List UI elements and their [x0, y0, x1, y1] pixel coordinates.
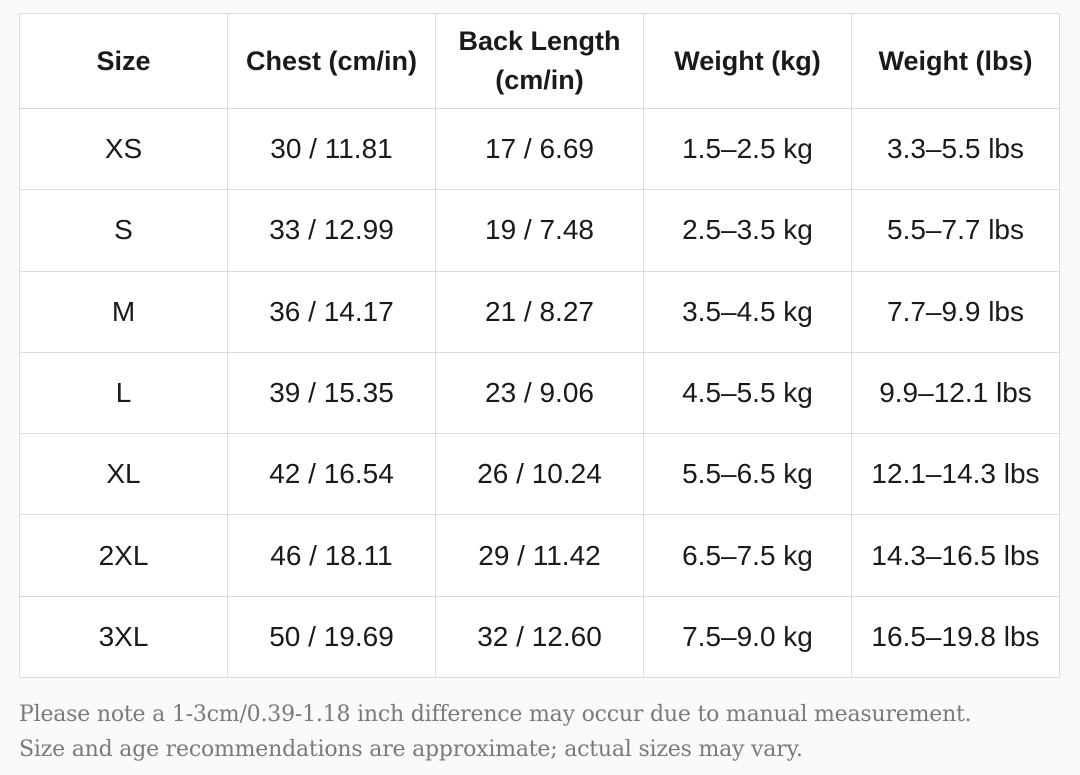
cell-weight-kg: 4.5–5.5 kg — [643, 351, 852, 435]
table-header: Size Chest (cm/in) Back Length (cm/in) W… — [19, 13, 1060, 109]
cell-weight-kg: 1.5–2.5 kg — [643, 107, 852, 191]
cell-weight-kg: 6.5–7.5 kg — [643, 514, 852, 597]
table-row: 3XL 50 / 19.69 32 / 12.60 7.5–9.0 kg 16.… — [19, 595, 1060, 679]
size-chart-table: Size Chest (cm/in) Back Length (cm/in) W… — [19, 13, 1060, 679]
cell-weight-lbs: 3.3–5.5 lbs — [851, 107, 1060, 191]
cell-weight-lbs: 12.1–14.3 lbs — [851, 433, 1060, 516]
cell-chest: 36 / 14.17 — [227, 270, 436, 353]
cell-chest: 42 / 16.54 — [227, 433, 436, 516]
cell-chest: 46 / 18.11 — [227, 514, 436, 597]
cell-weight-kg: 7.5–9.0 kg — [643, 595, 852, 679]
header-chest: Chest (cm/in) — [227, 13, 436, 109]
cell-back-length: 26 / 10.24 — [435, 433, 644, 516]
header-row: Size Chest (cm/in) Back Length (cm/in) W… — [19, 13, 1060, 109]
table-row: L 39 / 15.35 23 / 9.06 4.5–5.5 kg 9.9–12… — [19, 351, 1060, 435]
cell-chest: 39 / 15.35 — [227, 351, 436, 435]
size-chart-container: Size Chest (cm/in) Back Length (cm/in) W… — [19, 13, 1060, 679]
cell-weight-kg: 3.5–4.5 kg — [643, 270, 852, 353]
note-line-measurement: Please note a 1-3cm/0.39-1.18 inch diffe… — [19, 702, 972, 727]
cell-back-length: 29 / 11.42 — [435, 514, 644, 597]
table-row: XL 42 / 16.54 26 / 10.24 5.5–6.5 kg 12.1… — [19, 433, 1060, 516]
cell-weight-kg: 2.5–3.5 kg — [643, 189, 852, 272]
cell-weight-lbs: 9.9–12.1 lbs — [851, 351, 1060, 435]
table-body: XS 30 / 11.81 17 / 6.69 1.5–2.5 kg 3.3–5… — [19, 107, 1060, 679]
cell-chest: 33 / 12.99 — [227, 189, 436, 272]
cell-chest: 50 / 19.69 — [227, 595, 436, 679]
cell-size: 2XL — [19, 514, 228, 597]
header-back-length: Back Length (cm/in) — [435, 13, 644, 109]
cell-back-length: 19 / 7.48 — [435, 189, 644, 272]
table-row: XS 30 / 11.81 17 / 6.69 1.5–2.5 kg 3.3–5… — [19, 107, 1060, 191]
header-size: Size — [19, 13, 228, 109]
header-weight-lbs: Weight (lbs) — [851, 13, 1060, 109]
cell-weight-lbs: 14.3–16.5 lbs — [851, 514, 1060, 597]
cell-weight-lbs: 7.7–9.9 lbs — [851, 270, 1060, 353]
cell-chest: 30 / 11.81 — [227, 107, 436, 191]
cell-size: 3XL — [19, 595, 228, 679]
cell-weight-kg: 5.5–6.5 kg — [643, 433, 852, 516]
table-row: 2XL 46 / 18.11 29 / 11.42 6.5–7.5 kg 14.… — [19, 514, 1060, 597]
cell-back-length: 21 / 8.27 — [435, 270, 644, 353]
table-row: S 33 / 12.99 19 / 7.48 2.5–3.5 kg 5.5–7.… — [19, 189, 1060, 272]
cell-size: L — [19, 351, 228, 435]
cell-size: M — [19, 270, 228, 353]
cell-weight-lbs: 5.5–7.7 lbs — [851, 189, 1060, 272]
header-weight-kg: Weight (kg) — [643, 13, 852, 109]
note-line-approximate: Size and age recommendations are approxi… — [19, 737, 803, 762]
table-row: M 36 / 14.17 21 / 8.27 3.5–4.5 kg 7.7–9.… — [19, 270, 1060, 353]
cell-back-length: 32 / 12.60 — [435, 595, 644, 679]
measurement-notes: Please note a 1-3cm/0.39-1.18 inch diffe… — [19, 697, 1059, 767]
cell-weight-lbs: 16.5–19.8 lbs — [851, 595, 1060, 679]
cell-back-length: 17 / 6.69 — [435, 107, 644, 191]
cell-size: XS — [19, 107, 228, 191]
cell-size: XL — [19, 433, 228, 516]
cell-back-length: 23 / 9.06 — [435, 351, 644, 435]
cell-size: S — [19, 189, 228, 272]
